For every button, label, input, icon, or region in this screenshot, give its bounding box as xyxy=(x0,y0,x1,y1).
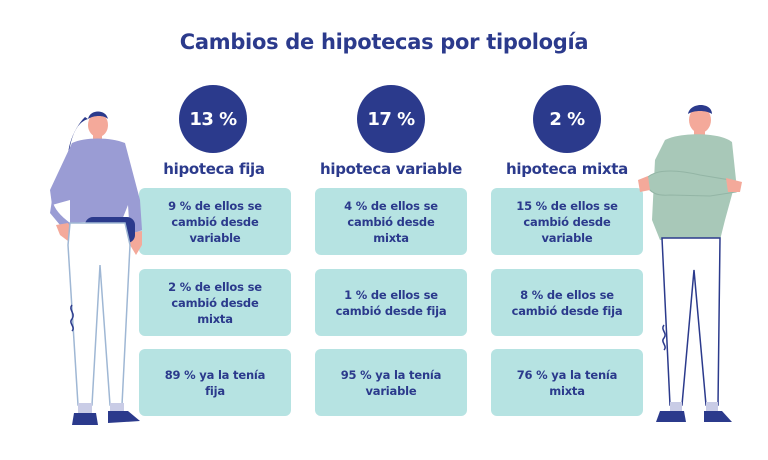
type-label-fija: hipoteca fija xyxy=(163,160,265,178)
woman-illustration-icon xyxy=(50,111,142,425)
card-mixta-1: 15 % de ellos se cambió desde variable xyxy=(491,188,643,255)
card-mixta-3: 76 % ya la tenía mixta xyxy=(491,349,643,416)
card-variable-3: 95 % ya la tenía variable xyxy=(315,349,467,416)
card-fija-3: 89 % ya la tenía fija xyxy=(139,349,291,416)
percent-badge-fija: 13 % xyxy=(179,85,247,153)
page-title: Cambios de hipotecas por tipología xyxy=(179,30,589,54)
card-fija-1: 9 % de ellos se cambió desde variable xyxy=(139,188,291,255)
type-label-variable: hipoteca variable xyxy=(320,160,462,178)
type-label-mixta: hipoteca mixta xyxy=(506,160,628,178)
card-variable-1: 4 % de ellos se cambió desde mixta xyxy=(315,188,467,255)
percent-badge-mixta: 2 % xyxy=(533,85,601,153)
man-illustration-icon xyxy=(638,105,742,422)
card-fija-2: 2 % de ellos se cambió desde mixta xyxy=(139,269,291,336)
card-mixta-2: 8 % de ellos se cambió desde fija xyxy=(491,269,643,336)
percent-badge-variable: 17 % xyxy=(357,85,425,153)
card-variable-2: 1 % de ellos se cambió desde fija xyxy=(315,269,467,336)
